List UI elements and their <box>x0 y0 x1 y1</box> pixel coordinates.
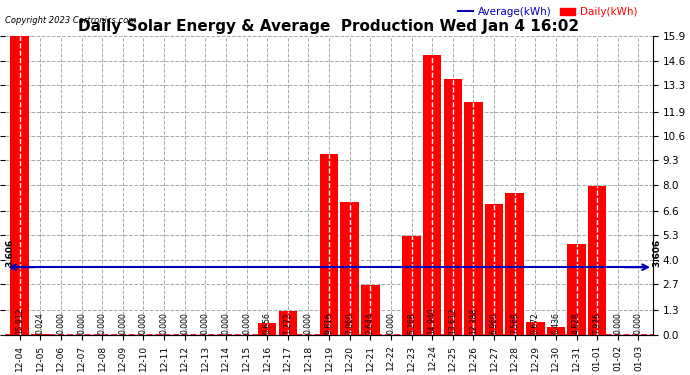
Bar <box>319 154 338 335</box>
Bar <box>505 193 524 335</box>
Text: 0.656: 0.656 <box>263 312 272 334</box>
Text: 0.000: 0.000 <box>242 312 251 334</box>
Text: 0.436: 0.436 <box>551 312 560 334</box>
Bar <box>340 202 359 335</box>
Text: 3.606: 3.606 <box>5 239 14 267</box>
Text: 7.936: 7.936 <box>593 312 602 334</box>
Text: 0.000: 0.000 <box>221 312 230 334</box>
Text: 0.000: 0.000 <box>386 312 395 334</box>
Bar <box>402 236 421 335</box>
Text: 5.268: 5.268 <box>407 312 416 334</box>
Title: Daily Solar Energy & Average  Production Wed Jan 4 16:02: Daily Solar Energy & Average Production … <box>79 19 580 34</box>
Text: 0.672: 0.672 <box>531 312 540 334</box>
Text: 15.912: 15.912 <box>15 308 24 334</box>
Bar <box>10 36 29 335</box>
Bar <box>526 322 544 335</box>
Legend: Average(kWh), Daily(kWh): Average(kWh), Daily(kWh) <box>454 3 641 21</box>
Bar <box>361 285 380 335</box>
Text: 13.612: 13.612 <box>448 308 457 334</box>
Text: 3.606: 3.606 <box>653 239 662 267</box>
Bar <box>546 327 565 335</box>
Bar <box>485 204 503 335</box>
Bar <box>31 334 50 335</box>
Text: 0.000: 0.000 <box>180 312 189 334</box>
Text: 0.000: 0.000 <box>201 312 210 334</box>
Text: 9.616: 9.616 <box>324 312 333 334</box>
Text: 0.000: 0.000 <box>613 312 622 334</box>
Bar <box>588 186 607 335</box>
Text: 14.940: 14.940 <box>428 307 437 334</box>
Text: 0.000: 0.000 <box>77 312 86 334</box>
Text: 0.000: 0.000 <box>634 312 643 334</box>
Bar <box>423 54 442 335</box>
Bar <box>279 311 297 335</box>
Text: 0.000: 0.000 <box>159 312 168 334</box>
Text: 0.000: 0.000 <box>139 312 148 334</box>
Bar <box>444 80 462 335</box>
Text: 0.000: 0.000 <box>304 312 313 334</box>
Text: Copyright 2023 Cartronics.com: Copyright 2023 Cartronics.com <box>6 15 137 24</box>
Bar <box>258 322 277 335</box>
Text: 0.000: 0.000 <box>118 312 128 334</box>
Text: 7.060: 7.060 <box>345 312 354 334</box>
Text: 6.960: 6.960 <box>489 312 499 334</box>
Text: 1.272: 1.272 <box>284 312 293 334</box>
Bar <box>464 102 483 335</box>
Text: 0.000: 0.000 <box>57 312 66 334</box>
Text: 7.568: 7.568 <box>510 312 519 334</box>
Text: 0.000: 0.000 <box>98 312 107 334</box>
Text: 2.644: 2.644 <box>366 312 375 334</box>
Text: 0.024: 0.024 <box>36 312 45 334</box>
Text: 4.828: 4.828 <box>572 312 581 334</box>
Bar <box>567 244 586 335</box>
Text: 12.388: 12.388 <box>469 308 478 334</box>
